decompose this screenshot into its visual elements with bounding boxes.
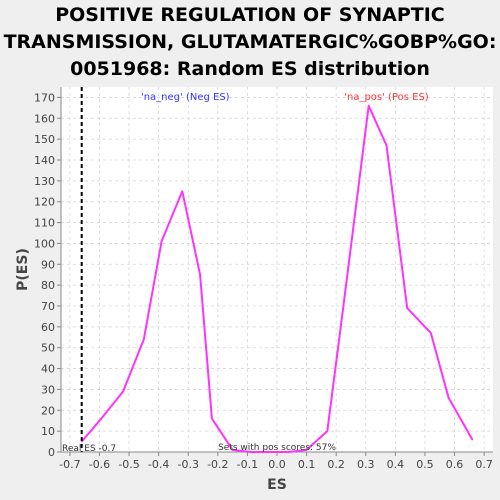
- x-tick-label: 0.0: [268, 458, 286, 471]
- data-point: [80, 440, 83, 443]
- y-tick-label: 50: [41, 342, 55, 355]
- data-point: [181, 190, 184, 193]
- x-tick-label: 0.5: [416, 458, 434, 471]
- y-tick-label: 140: [34, 154, 55, 167]
- x-tick-label: 0.7: [475, 458, 493, 471]
- x-tick-label: -0.2: [207, 458, 228, 471]
- y-axis-ticks: 0 10 20 30 40 50 60 70 80 90 100 110 120 130 140 150 160…: [34, 91, 61, 459]
- y-tick-label: 100: [34, 237, 55, 250]
- data-point: [211, 417, 213, 420]
- pos-es-label: 'na_pos' (Pos ES): [344, 92, 429, 103]
- data-point: [385, 144, 388, 147]
- y-tick-label: 170: [34, 91, 55, 104]
- y-tick-label: 30: [41, 383, 55, 396]
- y-axis-label: P(ES): [15, 248, 31, 291]
- y-tick-label: 70: [41, 300, 55, 313]
- y-tick-label: 10: [41, 425, 55, 438]
- y-tick-label: 130: [34, 175, 55, 188]
- y-tick-label: 150: [34, 133, 55, 146]
- data-point: [143, 338, 145, 341]
- y-tick-label: 120: [34, 196, 55, 209]
- data-point: [231, 449, 234, 451]
- x-tick-label: -0.6: [89, 458, 110, 471]
- chart-title: POSITIVE REGULATION OF SYNAPTIC TRANSMIS…: [0, 2, 500, 83]
- x-tick-label: 0.1: [298, 458, 316, 471]
- data-point: [305, 449, 308, 451]
- chart-title-line-3: 0051968: Random ES distribution: [70, 58, 430, 80]
- x-tick-label: -0.5: [118, 458, 139, 471]
- series-layer: [80, 104, 474, 453]
- neg-es-label: 'na_neg' (Neg ES): [141, 92, 230, 103]
- data-point: [122, 390, 124, 393]
- data-point: [430, 332, 432, 334]
- real-es-label: Real ES -0.7: [62, 444, 116, 454]
- x-axis-ticks: -0.7 -0.6 -0.5 -0.4 -0.3 -0.2 -0.1 0.0 0.1 0.2 0.3…: [59, 452, 493, 471]
- y-tick-label: 80: [41, 279, 55, 292]
- chart-title-line-2: TRANSMISSION, GLUTAMATERGIC%GOBP%GO:: [3, 31, 497, 53]
- y-tick-label: 40: [41, 363, 55, 376]
- data-point: [341, 315, 343, 318]
- data-point: [199, 273, 201, 276]
- x-tick-label: -0.4: [148, 458, 169, 471]
- x-tick-label: 0.2: [327, 458, 345, 471]
- x-axis-label: ES: [267, 477, 287, 493]
- data-point: [326, 430, 329, 432]
- data-point: [447, 396, 450, 399]
- pos-scores-label: Sets with pos scores: 57%: [218, 443, 336, 453]
- x-tick-label: -0.7: [59, 458, 80, 471]
- y-tick-label: 160: [34, 112, 55, 125]
- x-tick-label: 0.4: [387, 458, 405, 471]
- y-tick-label: 90: [41, 258, 55, 271]
- data-point: [471, 438, 474, 441]
- x-tick-label: 0.3: [357, 458, 375, 471]
- data-point: [406, 307, 408, 309]
- grid-lines: [61, 87, 493, 453]
- data-point: [288, 451, 290, 453]
- x-tick-label: -0.1: [237, 458, 258, 471]
- data-point: [249, 451, 252, 453]
- x-tick-label: -0.3: [177, 458, 198, 471]
- data-point: [367, 104, 370, 107]
- y-tick-label: 20: [41, 404, 55, 417]
- y-tick-label: 110: [34, 217, 55, 230]
- data-point: [267, 451, 269, 453]
- data-point: [160, 240, 163, 243]
- y-tick-label: 0: [48, 446, 55, 459]
- x-tick-label: 0.6: [446, 458, 464, 471]
- data-point: [98, 419, 101, 422]
- y-tick-label: 60: [41, 321, 55, 334]
- chart-title-line-1: POSITIVE REGULATION OF SYNAPTIC: [55, 4, 445, 26]
